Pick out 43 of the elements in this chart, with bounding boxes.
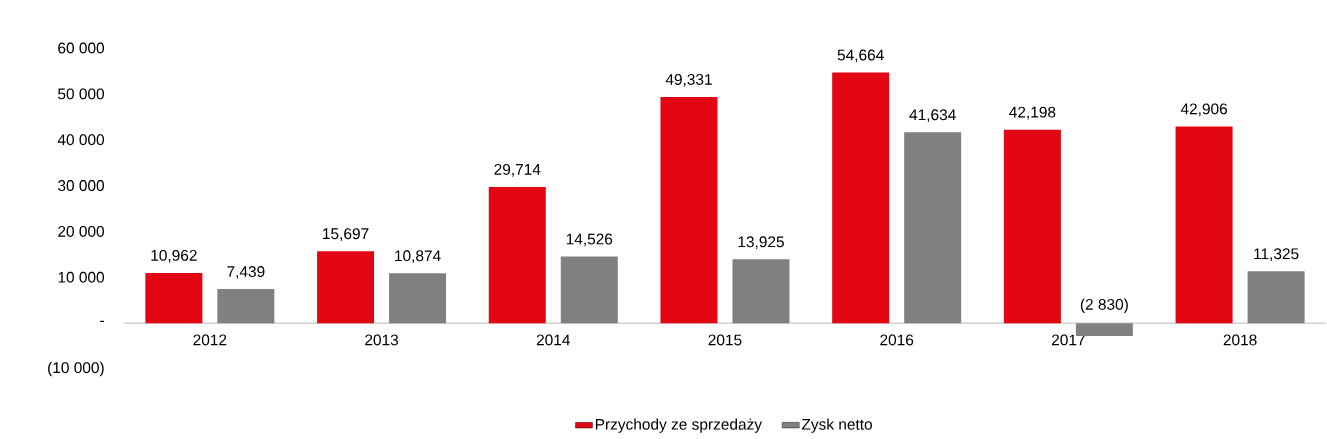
bar bbox=[217, 289, 275, 324]
data-label: 29,714 bbox=[494, 163, 541, 177]
legend-label: Zysk netto bbox=[801, 418, 872, 433]
y-tick-label: 60 000 bbox=[58, 42, 105, 54]
x-tick-label: 2018 bbox=[1223, 334, 1257, 346]
bar bbox=[660, 96, 718, 324]
y-tick-label: 10 000 bbox=[58, 271, 105, 283]
x-tick-label: 2012 bbox=[193, 334, 227, 346]
bar bbox=[145, 272, 203, 324]
bar bbox=[904, 132, 962, 324]
bar bbox=[488, 186, 546, 324]
y-tick-label: 20 000 bbox=[58, 225, 105, 237]
data-label: 13,925 bbox=[738, 236, 784, 250]
legend-label: Przychody ze sprzedaży bbox=[595, 418, 762, 433]
data-label: 7,439 bbox=[227, 266, 265, 279]
bar bbox=[732, 259, 790, 324]
data-label: 11,325 bbox=[1254, 248, 1299, 262]
bar bbox=[1175, 126, 1233, 324]
data-label: 41,634 bbox=[909, 109, 956, 123]
x-tick-label: 2016 bbox=[880, 334, 914, 346]
y-tick-label: 30 000 bbox=[58, 180, 105, 192]
data-label: 54,664 bbox=[837, 49, 884, 63]
bar bbox=[1003, 129, 1061, 324]
data-label: 15,697 bbox=[323, 228, 369, 241]
x-tick-label: 2015 bbox=[708, 334, 742, 346]
bar bbox=[832, 72, 890, 324]
y-tick-label: 40 000 bbox=[57, 134, 105, 146]
data-label: 42,906 bbox=[1180, 103, 1228, 117]
y-tick-label: (10 000) bbox=[48, 361, 104, 377]
bar bbox=[317, 251, 375, 324]
x-tick-label: 2014 bbox=[536, 334, 570, 346]
x-tick-label: 2013 bbox=[365, 334, 399, 346]
y-tick-label: - bbox=[100, 320, 104, 322]
y-tick-label: 50 000 bbox=[58, 88, 105, 100]
data-label: (2 830) bbox=[1080, 298, 1128, 313]
data-label: 10,874 bbox=[395, 250, 441, 264]
data-label: 42,198 bbox=[1009, 106, 1056, 120]
data-label: 10,962 bbox=[151, 249, 197, 263]
data-label: 49,331 bbox=[665, 73, 712, 87]
bar bbox=[1247, 271, 1305, 324]
data-label: 14,526 bbox=[566, 233, 613, 247]
bar bbox=[389, 273, 447, 324]
bar bbox=[560, 256, 618, 324]
